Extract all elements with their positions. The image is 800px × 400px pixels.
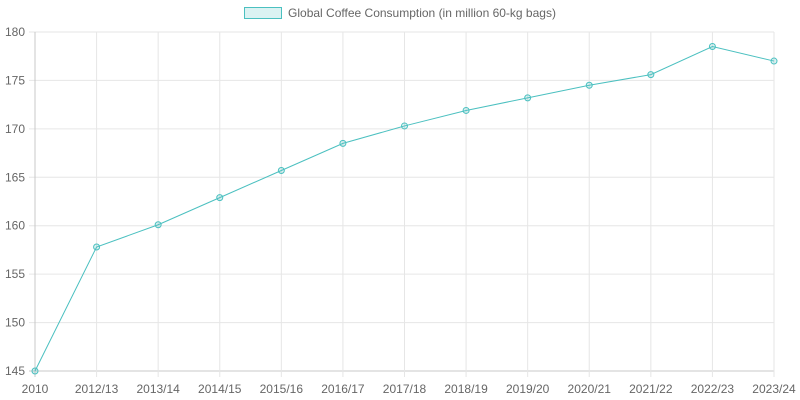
y-tick-label: 145 xyxy=(5,364,25,378)
y-tick-label: 150 xyxy=(5,316,25,330)
data-point[interactable] xyxy=(277,167,285,175)
grid-lines xyxy=(29,31,775,377)
y-tick-label: 165 xyxy=(5,170,25,184)
data-point[interactable] xyxy=(708,43,716,51)
series-line xyxy=(34,46,775,372)
y-tick-label: 175 xyxy=(5,73,25,87)
data-point[interactable] xyxy=(401,122,408,130)
data-point[interactable] xyxy=(585,81,593,89)
x-tick-label: 2015/16 xyxy=(260,382,304,396)
x-tick-label: 2022/23 xyxy=(691,382,735,396)
data-point[interactable] xyxy=(339,139,347,147)
x-tick-label: 2013/14 xyxy=(136,382,180,396)
axes: 145 150 155 160 165 170 175 180 2010 2012/13 2013/… xyxy=(5,25,796,396)
data-point[interactable] xyxy=(216,194,224,202)
data-point[interactable] xyxy=(524,94,532,102)
x-tick-label: 2014/15 xyxy=(198,382,242,396)
data-series xyxy=(31,43,778,375)
legend-swatch xyxy=(244,7,283,19)
x-tick-label: 2019/20 xyxy=(506,382,550,396)
data-point[interactable] xyxy=(93,243,101,251)
data-point[interactable] xyxy=(31,367,39,375)
x-tick-label: 2020/21 xyxy=(568,382,612,396)
data-point[interactable] xyxy=(462,106,470,114)
x-tick-label: 2010 xyxy=(22,382,49,396)
x-tick-label: 2023/24 xyxy=(752,382,796,396)
data-point[interactable] xyxy=(647,71,655,79)
x-tick-label: 2018/19 xyxy=(444,382,488,396)
data-point[interactable] xyxy=(154,221,162,229)
x-tick-label: 2012/13 xyxy=(75,382,119,396)
x-tick-label: 2016/17 xyxy=(321,382,365,396)
y-tick-label: 160 xyxy=(5,219,25,233)
x-tick-label: 2017/18 xyxy=(383,382,427,396)
x-tick-label: 2021/22 xyxy=(629,382,673,396)
y-tick-label: 170 xyxy=(5,122,25,136)
chart-legend[interactable]: Global Coffee Consumption (in million 60… xyxy=(0,6,800,20)
data-point[interactable] xyxy=(770,57,778,65)
y-tick-label: 155 xyxy=(5,267,25,281)
y-tick-label: 180 xyxy=(5,25,25,39)
legend-label: Global Coffee Consumption (in million 60… xyxy=(288,6,556,20)
